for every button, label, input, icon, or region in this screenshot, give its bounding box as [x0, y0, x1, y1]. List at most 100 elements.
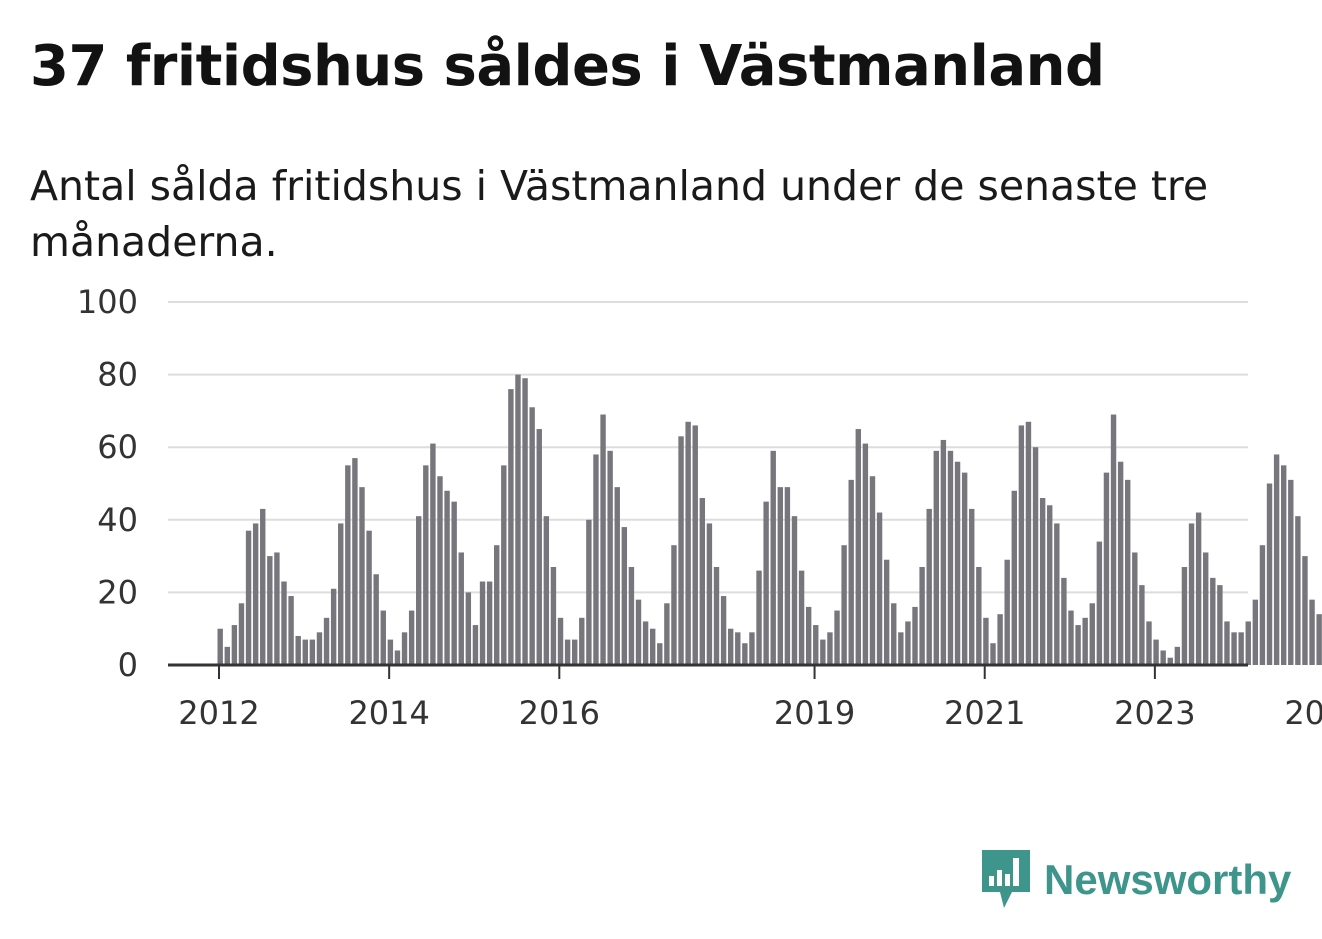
bar: [1039, 498, 1046, 665]
bar: [408, 610, 415, 665]
bar: [437, 476, 443, 665]
bar: [444, 490, 450, 665]
bar: [905, 621, 911, 665]
bar: [479, 581, 486, 665]
bar: [1288, 479, 1294, 665]
bar: [926, 508, 932, 665]
bar: [494, 545, 500, 665]
brand-name: Newsworthy: [1044, 856, 1292, 903]
bar: [692, 425, 698, 665]
bar: [749, 632, 755, 665]
bar: [401, 632, 408, 665]
bar: [855, 429, 861, 665]
bar: [1096, 541, 1103, 665]
bar: [1068, 610, 1074, 665]
bar: [649, 628, 656, 665]
bar: [593, 454, 599, 665]
bar: [621, 527, 628, 665]
bar: [1018, 425, 1025, 665]
x-tick-label: 2019: [774, 694, 855, 732]
bar: [848, 479, 854, 665]
bar: [954, 461, 961, 665]
bar: [933, 450, 939, 665]
x-axis: 2012 2014 2016 2019 2021 2023 2025: [168, 663, 1322, 732]
bar: [671, 545, 677, 665]
bar: [557, 617, 564, 665]
bar: [1139, 585, 1145, 665]
bar: [1273, 454, 1280, 665]
x-tick-label: 2025: [1284, 694, 1322, 732]
x-tick-label: 2016: [519, 694, 600, 732]
bar: [791, 516, 798, 665]
bar: [1252, 599, 1259, 665]
bar: [260, 508, 266, 665]
bar: [798, 570, 805, 665]
bar: [1195, 512, 1202, 665]
bar: [763, 501, 769, 665]
bar: [281, 581, 287, 665]
bar: [1203, 552, 1209, 665]
bar: [869, 476, 876, 665]
bar: [770, 450, 776, 665]
bar: [1004, 559, 1010, 665]
bar: [784, 487, 791, 665]
bar: [600, 414, 606, 665]
bar: [572, 639, 578, 665]
page-title: 37 fritidshus såldes i Västmanland: [30, 34, 1105, 99]
bar: [394, 650, 401, 665]
bar: [224, 646, 230, 665]
bar: [522, 378, 528, 665]
bar: [1309, 599, 1315, 665]
bar: [1110, 414, 1117, 665]
bar: [345, 465, 351, 665]
bar: [217, 628, 223, 665]
bar: [1245, 621, 1251, 665]
bar: [1153, 639, 1159, 665]
bar: [330, 588, 337, 665]
bar: [274, 552, 280, 665]
bar: [685, 421, 691, 665]
bar: [579, 617, 585, 665]
bar: [912, 606, 918, 665]
bar: [501, 465, 507, 665]
bar: [536, 429, 542, 665]
bar: [472, 625, 479, 665]
bar: [607, 450, 613, 665]
bar: [976, 566, 982, 665]
bar: [883, 559, 890, 665]
bar: [635, 599, 642, 665]
bar: [323, 617, 330, 665]
newsworthy-logo[interactable]: Newsworthy: [982, 850, 1291, 910]
bar: [465, 592, 472, 665]
bar: [1132, 552, 1138, 665]
bar: [940, 439, 947, 665]
bar: [1117, 461, 1124, 665]
bar: [1103, 472, 1110, 665]
bar: [1160, 650, 1166, 665]
bar: [997, 614, 1003, 665]
bar: [451, 501, 457, 665]
bar: [508, 389, 514, 665]
bar: [891, 603, 897, 665]
bar: [338, 523, 344, 665]
bar: [777, 487, 784, 665]
bar: [1146, 621, 1152, 665]
bar: [295, 635, 301, 665]
bar: [827, 632, 833, 665]
y-tick-label: 40: [97, 501, 138, 539]
y-axis-ticks: 0 20 40 60 80 100: [77, 283, 138, 684]
bar: [359, 487, 365, 665]
bar: [1238, 632, 1244, 665]
bar: [1167, 657, 1173, 665]
x-tick-label: 2012: [178, 694, 259, 732]
bar: [1047, 505, 1053, 665]
bar: [990, 643, 996, 665]
bar: [380, 610, 386, 665]
bar: [458, 552, 464, 665]
bar: [834, 610, 840, 665]
bar: [267, 556, 273, 665]
bar: [983, 617, 989, 665]
y-tick-label: 60: [97, 428, 138, 466]
bar: [706, 523, 713, 665]
bar: [720, 596, 727, 665]
